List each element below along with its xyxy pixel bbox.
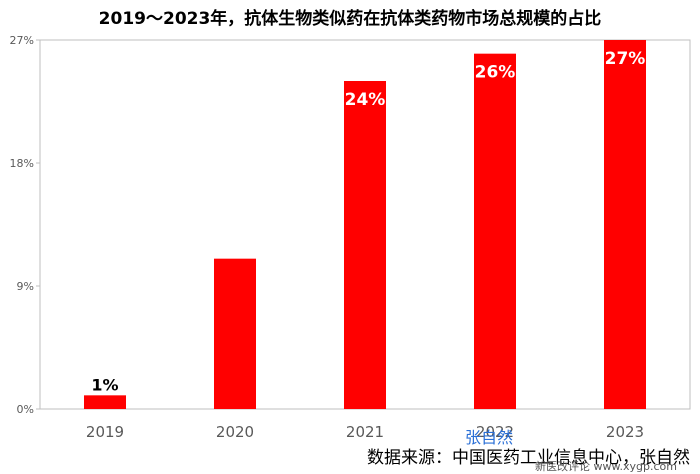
bar-2019 — [84, 395, 126, 409]
y-tick-label: 9% — [17, 280, 34, 293]
x-tick-label: 2022 — [476, 423, 514, 441]
bar-2021 — [344, 81, 386, 409]
y-tick-label: 27% — [10, 34, 34, 47]
bar-2022 — [474, 53, 516, 410]
source-note: 数据来源：中国医药工业信息中心，张自然 — [367, 448, 690, 468]
watermark-name: 张自然 — [465, 428, 514, 447]
y-tick-label: 0% — [17, 403, 34, 416]
data-label: 24% — [345, 90, 386, 110]
watermark-site: 新医改评论 www.xygp.com — [535, 460, 677, 473]
x-tick-label: 2019 — [86, 423, 124, 441]
x-axis: 2019 2020 2021 2022 2023 — [86, 423, 644, 441]
bars: 1% 24% 26% 27% — [84, 40, 646, 410]
y-tick-label: 18% — [10, 157, 34, 170]
data-label: 1% — [91, 375, 118, 394]
x-tick-label: 2021 — [346, 423, 384, 441]
chart-title: 2019～2023年，抗体生物类似药在抗体类药物市场总规模的占比 — [98, 9, 602, 29]
bar-2023 — [604, 40, 646, 409]
data-label: 27% — [605, 49, 646, 69]
x-tick-label: 2020 — [216, 423, 254, 441]
bar-2020 — [214, 258, 256, 409]
data-label: 26% — [475, 63, 516, 83]
y-axis: 0% 9% 18% 27% — [10, 34, 40, 416]
x-tick-label: 2023 — [606, 423, 644, 441]
